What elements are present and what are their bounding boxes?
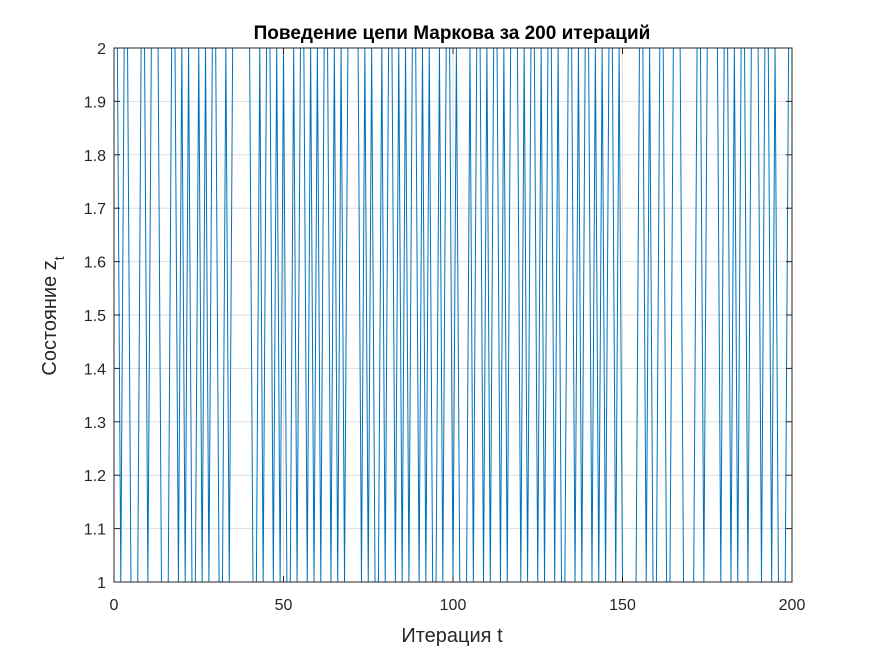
grid-lines — [113, 47, 793, 583]
x-tick-label: 150 — [609, 597, 636, 614]
x-tick-label: 0 — [110, 597, 119, 614]
y-tick-label: 1.2 — [84, 468, 106, 485]
y-axis-label: Состояние zt — [39, 256, 67, 375]
y-tick-label: 1 — [97, 575, 106, 592]
y-tick-label: 1.3 — [84, 415, 106, 432]
y-tick-label: 1.7 — [84, 201, 106, 218]
axis-ticks — [113, 47, 793, 583]
x-tick-label: 200 — [779, 597, 806, 614]
y-tick-label: 2 — [97, 41, 106, 58]
y-tick-label: 1.8 — [84, 148, 106, 165]
y-axis-label-main: Состояние z — [39, 260, 61, 375]
y-axis-label-subscript: t — [51, 256, 67, 260]
y-tick-labels: 1 1.1 1.2 1.3 1.4 1.5 1.6 1.7 1.8 1.9 2 — [84, 41, 106, 592]
y-tick-label: 1.5 — [84, 308, 106, 325]
x-tick-label: 50 — [275, 597, 293, 614]
x-axis-label: Итерация t — [401, 625, 503, 647]
y-tick-label: 1.9 — [84, 94, 106, 111]
y-tick-label: 1.1 — [84, 522, 106, 539]
chart-title: Поведение цепи Маркова за 200 итераций — [254, 23, 651, 44]
x-tick-labels: 0 50 100 150 200 — [110, 597, 806, 614]
y-tick-label: 1.6 — [84, 255, 106, 272]
x-tick-label: 100 — [440, 597, 467, 614]
y-tick-label: 1.4 — [84, 361, 106, 378]
